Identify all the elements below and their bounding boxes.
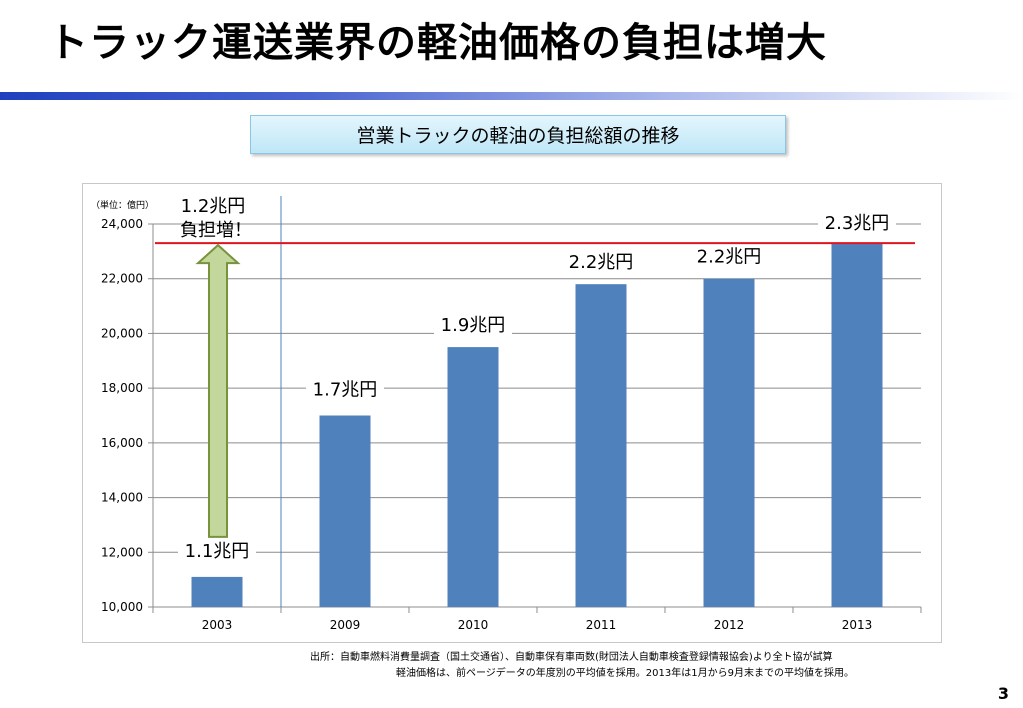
bar-2003 (191, 576, 243, 607)
bar-2009 (319, 415, 371, 607)
y-tick-label: 24,000 (101, 217, 143, 231)
data-label-bg (690, 244, 768, 269)
data-label: 1.9兆円 (441, 315, 506, 336)
data-label-bg (818, 211, 896, 236)
bar-chart: （単位：億円） 10,000 12,000 14,000 16,000 18,000 20,… (91, 196, 922, 632)
chart-frame: （単位：億円） 10,000 12,000 14,000 16,000 18,000 20,… (82, 183, 942, 643)
bar-2013 (831, 243, 883, 607)
x-tick-label: 2009 (330, 618, 361, 632)
data-label: 2.2兆円 (569, 252, 634, 273)
bar-2012 (703, 278, 755, 607)
chart-subtitle: 営業トラックの軽油の負担総額の推移 (356, 125, 680, 147)
data-label: 2.2兆円 (697, 247, 762, 268)
source-line-2: 軽油価格は、前ページデータの年度別の平均値を採用。2013年は1月から9月末まで… (396, 668, 854, 679)
bar-2011 (575, 284, 627, 607)
title-underline (0, 92, 1023, 100)
y-tick-label: 22,000 (101, 272, 143, 286)
y-tick-label: 18,000 (101, 381, 143, 395)
page-number: 3 (997, 684, 1009, 703)
x-tick-label: 2010 (458, 618, 489, 632)
x-tick-label: 2012 (714, 618, 745, 632)
data-label-bg (178, 538, 256, 563)
slide-title: トラック運送業界の軽油価格の負担は増大 (48, 20, 827, 66)
unit-label: （単位：億円） (91, 199, 154, 211)
x-tick-label: 2011 (586, 618, 617, 632)
x-tick-label: 2013 (842, 618, 873, 632)
source-note: 出所：自動車燃料消費量調査（国土交通省）、自動車保有車両数(財団法人自動車検査登… (310, 650, 854, 682)
y-tick-label: 20,000 (101, 326, 143, 340)
x-tick-label: 2003 (202, 618, 233, 632)
data-label: 1.7兆円 (313, 380, 378, 401)
y-tick-label: 12,000 (101, 545, 143, 559)
source-line-1: 出所：自動車燃料消費量調査（国土交通省）、自動車保有車両数(財団法人自動車検査登… (310, 652, 833, 663)
data-label-bg (306, 377, 384, 402)
annotation-amount: 1.2兆円 (181, 196, 246, 217)
increase-arrow (195, 243, 241, 538)
data-label: 2.3兆円 (825, 213, 890, 234)
y-tick-label: 10,000 (101, 600, 143, 614)
data-label-bg (562, 250, 640, 275)
annotation-text: 負担増！ (180, 220, 252, 241)
data-label: 1.1兆円 (185, 541, 250, 562)
data-label-bg (434, 313, 512, 338)
y-tick-label: 14,000 (101, 491, 143, 505)
chart-subtitle-box: 営業トラックの軽油の負担総額の推移 (250, 115, 786, 154)
bar-2010 (447, 347, 499, 607)
y-tick-label: 16,000 (101, 436, 143, 450)
